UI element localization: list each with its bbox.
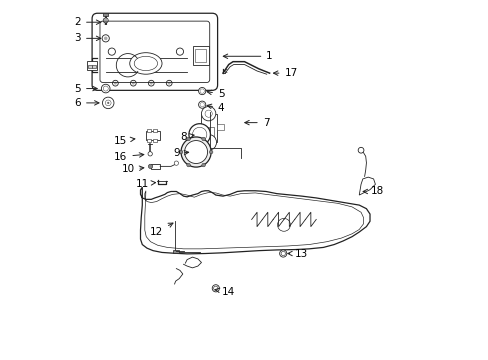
- Circle shape: [103, 18, 108, 23]
- Text: 11: 11: [135, 179, 155, 189]
- Bar: [92, 64, 96, 68]
- Bar: [203, 127, 207, 140]
- Text: 5: 5: [206, 89, 224, 99]
- Circle shape: [174, 161, 178, 165]
- Text: 16: 16: [114, 152, 143, 162]
- Bar: [103, 13, 108, 16]
- Circle shape: [200, 89, 204, 93]
- Circle shape: [101, 84, 110, 93]
- Bar: [88, 64, 92, 68]
- Circle shape: [192, 127, 206, 141]
- Circle shape: [148, 80, 154, 86]
- Polygon shape: [140, 187, 369, 254]
- Circle shape: [188, 124, 210, 145]
- Bar: [192, 45, 208, 65]
- Circle shape: [281, 251, 285, 256]
- Bar: [147, 139, 151, 141]
- Circle shape: [148, 164, 152, 168]
- Bar: [201, 114, 216, 142]
- Ellipse shape: [129, 53, 162, 74]
- Text: 6: 6: [74, 98, 99, 108]
- Circle shape: [176, 48, 183, 55]
- FancyBboxPatch shape: [92, 13, 217, 90]
- Text: 5: 5: [74, 84, 97, 94]
- Circle shape: [184, 140, 207, 163]
- Circle shape: [104, 37, 107, 40]
- Circle shape: [213, 286, 218, 291]
- Bar: [173, 249, 179, 253]
- Text: 9: 9: [173, 148, 188, 158]
- Circle shape: [132, 82, 135, 85]
- Circle shape: [186, 137, 190, 141]
- Circle shape: [112, 80, 118, 86]
- Circle shape: [279, 250, 286, 257]
- Ellipse shape: [134, 56, 157, 71]
- Circle shape: [204, 110, 212, 117]
- Polygon shape: [359, 177, 375, 195]
- Circle shape: [179, 150, 183, 154]
- Circle shape: [102, 97, 114, 109]
- Bar: [209, 127, 214, 140]
- Circle shape: [198, 87, 205, 95]
- Text: 1: 1: [223, 51, 272, 61]
- Text: 4: 4: [206, 103, 224, 113]
- Circle shape: [103, 86, 108, 91]
- Circle shape: [105, 100, 111, 106]
- Circle shape: [201, 134, 216, 150]
- Circle shape: [167, 82, 170, 85]
- Circle shape: [114, 82, 117, 85]
- Circle shape: [166, 80, 172, 86]
- Text: 13: 13: [287, 248, 308, 258]
- Bar: [147, 129, 151, 132]
- Circle shape: [102, 35, 109, 42]
- Text: 2: 2: [74, 17, 101, 27]
- Bar: [216, 125, 223, 130]
- Bar: [152, 129, 157, 132]
- Text: 18: 18: [363, 186, 383, 197]
- Circle shape: [209, 150, 212, 154]
- Circle shape: [201, 107, 215, 121]
- Circle shape: [357, 147, 363, 153]
- Text: 10: 10: [121, 164, 143, 174]
- Circle shape: [202, 163, 205, 167]
- Text: 3: 3: [74, 33, 101, 43]
- Text: 7: 7: [244, 118, 269, 128]
- Text: 8: 8: [180, 132, 194, 142]
- Circle shape: [130, 80, 136, 86]
- Circle shape: [149, 82, 152, 85]
- Circle shape: [107, 102, 109, 104]
- Circle shape: [198, 101, 205, 108]
- Bar: [86, 60, 97, 69]
- Circle shape: [212, 285, 219, 292]
- Text: 15: 15: [114, 136, 135, 145]
- Bar: [152, 139, 157, 141]
- Text: 17: 17: [273, 68, 297, 78]
- Bar: [145, 131, 160, 140]
- Circle shape: [200, 103, 204, 107]
- Circle shape: [186, 163, 190, 167]
- Circle shape: [277, 219, 290, 231]
- Circle shape: [148, 152, 152, 156]
- Circle shape: [108, 48, 115, 55]
- Text: 14: 14: [215, 287, 235, 297]
- Text: 12: 12: [150, 223, 173, 237]
- Bar: [195, 49, 205, 62]
- Bar: [151, 164, 160, 168]
- Circle shape: [202, 137, 205, 141]
- Circle shape: [181, 137, 211, 167]
